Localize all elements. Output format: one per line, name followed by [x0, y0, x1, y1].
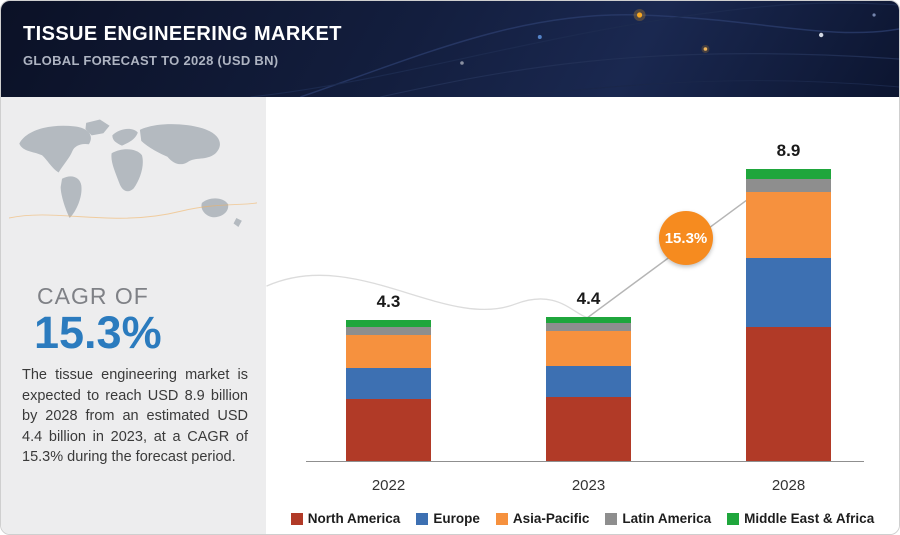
legend-item-middle-east-africa: Middle East & Africa — [727, 511, 874, 526]
chart-legend: North America Europe Asia-Pacific Latin Ame… — [266, 511, 899, 526]
x-axis-line — [306, 461, 864, 462]
bar-segment-latin-america — [346, 326, 431, 335]
bar-segment-middle-east-africa — [346, 320, 431, 327]
bar-total-label: 4.4 — [576, 288, 601, 308]
x-axis-label: 2022 — [371, 477, 406, 494]
header-banner: TISSUE ENGINEERING MARKET GLOBAL FORECAS… — [1, 1, 899, 97]
bar-segment-asia-pacific — [546, 331, 631, 366]
bar-total-label: 4.3 — [376, 291, 401, 311]
legend-label: North America — [307, 511, 401, 526]
legend-label: Asia-Pacific — [512, 511, 590, 526]
x-axis-label: 2023 — [571, 477, 606, 494]
legend-label: Middle East & Africa — [744, 511, 875, 526]
bar-segment-europe — [746, 257, 831, 327]
legend-item-asia-pacific: Asia-Pacific — [495, 511, 590, 526]
bar-segment-north-america — [346, 398, 431, 461]
bar-2022 — [346, 320, 431, 461]
legend-swatch-europe — [416, 512, 429, 525]
bar-segment-asia-pacific — [746, 192, 831, 258]
legend-item-north-america: North America — [290, 511, 401, 526]
header-network-decoration — [250, 2, 899, 97]
x-axis-label: 2028 — [771, 477, 806, 494]
bar-segment-middle-east-africa — [546, 316, 631, 324]
bar-total-label: 8.9 — [776, 141, 801, 161]
market-summary-text: The tissue engineering market is expecte… — [22, 367, 248, 466]
bar-segment-middle-east-africa — [746, 169, 831, 179]
legend-swatch-asia-pacific — [495, 512, 508, 525]
legend-swatch-latin-america — [605, 512, 618, 525]
legend-swatch-middle-east-africa — [727, 512, 740, 525]
page-title: TISSUE ENGINEERING MARKET — [23, 23, 342, 45]
legend-swatch-north-america — [290, 512, 303, 525]
legend-item-latin-america: Latin America — [605, 511, 711, 526]
bar-segment-europe — [346, 367, 431, 399]
legend-item-europe: Europe — [416, 511, 480, 526]
world-map-graphic — [9, 119, 257, 227]
bar-segment-latin-america — [746, 178, 831, 193]
bar-segment-asia-pacific — [346, 334, 431, 368]
summary-panel: CAGR OF 15.3% The tissue engineering mar… — [1, 97, 266, 534]
bar-segment-europe — [546, 365, 631, 398]
bar-segment-north-america — [746, 326, 831, 461]
legend-label: Latin America — [622, 511, 712, 526]
bar-2028 — [746, 169, 831, 461]
bar-chart: 15.3% North America Europe Asia-Pacific Lat… — [266, 97, 899, 534]
page-subtitle: GLOBAL FORECAST TO 2028 (USD BN) — [23, 53, 279, 68]
cagr-value: 15.3% — [34, 307, 162, 358]
legend-label: Europe — [433, 511, 480, 526]
bar-segment-latin-america — [546, 323, 631, 332]
cagr-label: CAGR OF — [37, 283, 149, 309]
bar-segment-north-america — [546, 397, 631, 461]
bar-2023 — [546, 316, 631, 461]
cagr-badge: 15.3% — [659, 211, 713, 265]
